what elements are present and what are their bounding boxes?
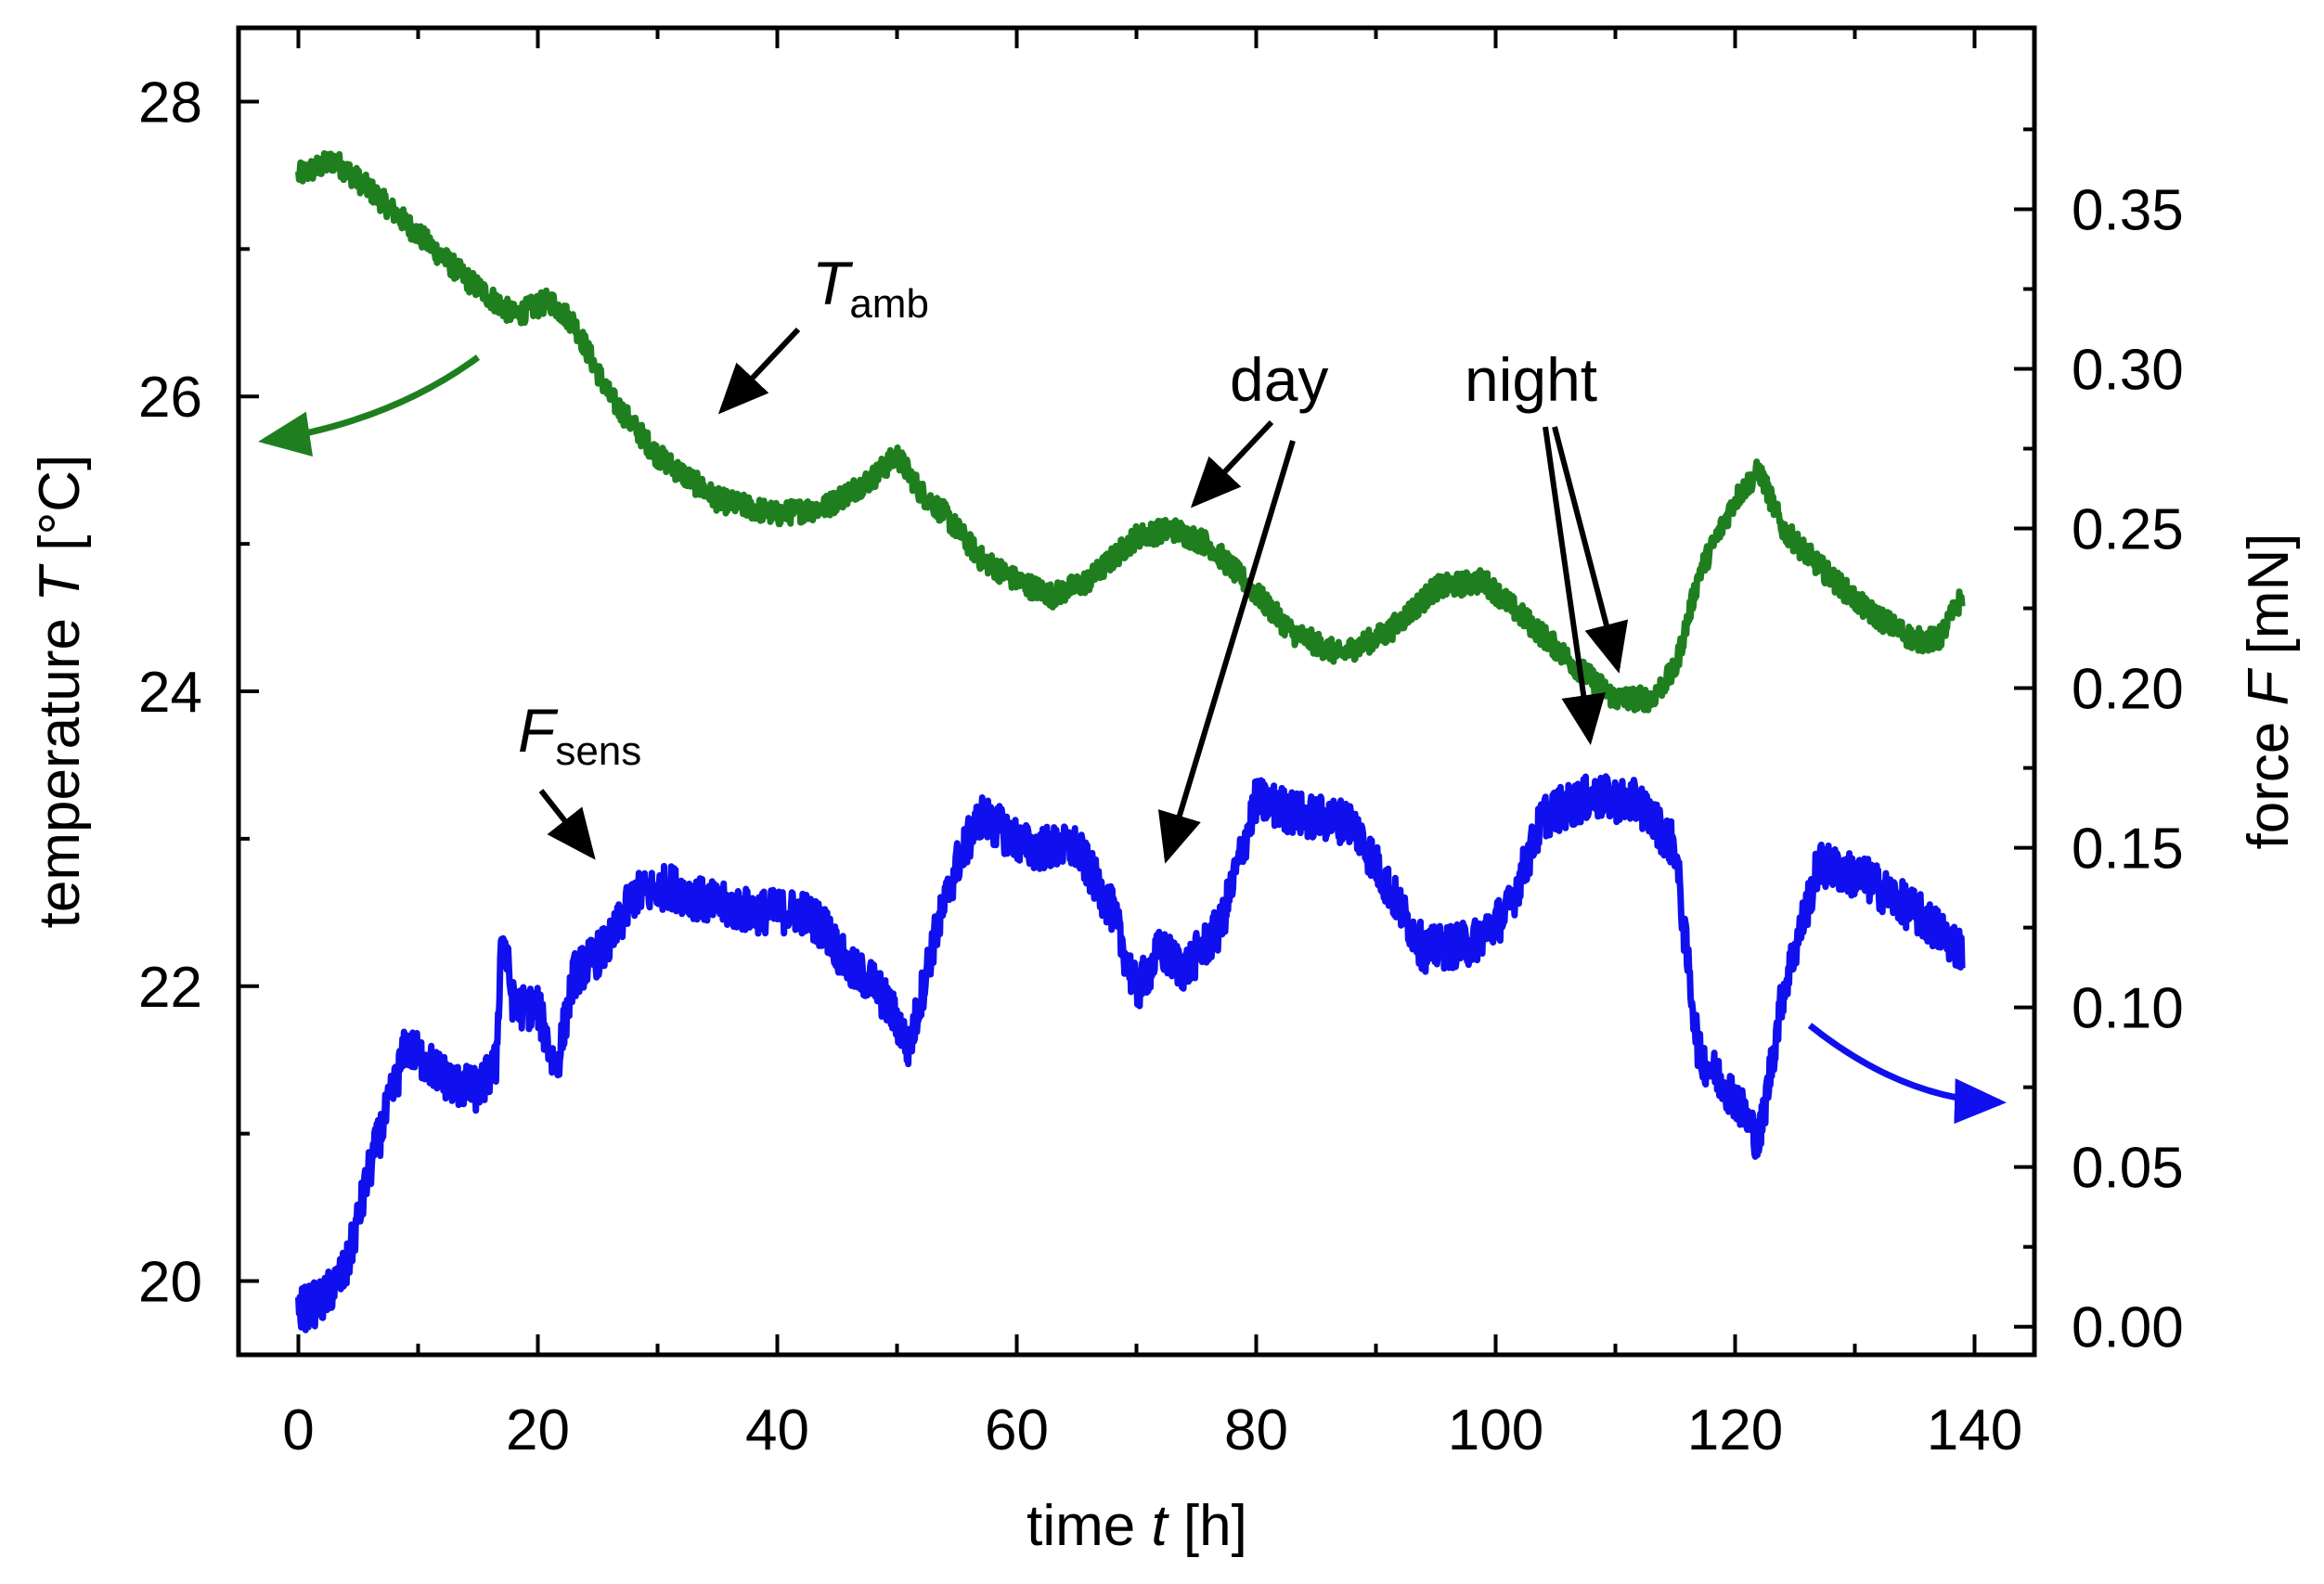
tamb-label-main: T [812,249,854,317]
x-tick-label: 120 [1687,1398,1783,1462]
y-left-tick-label: 28 [138,71,202,135]
night-arrow-1 [1543,426,1606,745]
x-tick-label: 80 [1224,1398,1288,1462]
y-right-axis-title: force F [mN] [2237,533,2301,849]
y-left-tick-label: 26 [138,366,202,430]
plot-frame [236,25,2037,1358]
day-arrow-1 [1190,419,1274,509]
x-axis-title: time t [h] [1026,1494,1247,1558]
y-left-tick-label: 24 [138,661,202,725]
annotation-arrows [258,327,2007,1125]
y-right-tick-label: 0.25 [2072,498,2184,562]
x-tick-label: 100 [1448,1398,1543,1462]
y-left-axis-title-var: T [28,563,92,602]
fsens-label-main: F [518,696,559,765]
y-right-tick-label: 0.30 [2072,338,2184,402]
series-t-amb [295,149,1966,714]
fsens-label: Fsens [518,696,641,774]
tamb-arrow [717,327,801,415]
y-right-axis-title-suffix: [mN] [2237,533,2301,670]
y-right-tick-label: 0.35 [2072,178,2184,242]
series-layer [295,149,1966,1333]
fsens-arrow [538,789,596,860]
night-label: night [1465,345,1597,414]
tamb-label-sub: amb [849,281,929,327]
x-axis-title-prefix: time [1026,1494,1151,1558]
left-axis-arrow [258,354,481,457]
x-tick-label: 40 [745,1398,809,1462]
x-tick-label: 140 [1927,1398,2022,1462]
x-axis-title-var: t [1151,1494,1169,1558]
y-right-tick-label: 0.20 [2072,658,2184,722]
fsens-label-sub: sens [555,728,641,774]
y-right-tick-label: 0.10 [2072,977,2184,1041]
tick-layer: 0 20 40 60 80 100 120 140 20 22 24 26 28 0.00 0.05 0.10… [138,28,2184,1462]
y-right-tick-label: 0.05 [2072,1137,2184,1201]
y-left-tick-label: 20 [138,1251,202,1315]
x-tick-label: 20 [506,1398,570,1462]
night-arrow-2 [1552,426,1629,674]
y-left-tick-label: 22 [138,956,202,1020]
right-axis-arrow [1807,1023,2007,1125]
x-tick-label: 0 [282,1398,314,1462]
day-arrow-2 [1157,440,1296,864]
x-axis-title-suffix: [h] [1168,1494,1247,1558]
y-left-axis-title: temperature T [°C] [28,455,92,929]
day-label: day [1230,345,1328,414]
y-left-axis-title-prefix: temperature [28,602,92,929]
x-tick-label: 60 [985,1398,1049,1462]
y-right-axis-title-prefix: force [2237,705,2301,849]
y-left-axis-title-suffix: [°C] [28,455,92,567]
y-right-axis-title-var: F [2237,667,2301,705]
y-right-tick-label: 0.00 [2072,1296,2184,1360]
tamb-label: Tamb [812,249,929,327]
y-right-tick-label: 0.15 [2072,818,2184,882]
series-f-sens [295,773,1966,1333]
